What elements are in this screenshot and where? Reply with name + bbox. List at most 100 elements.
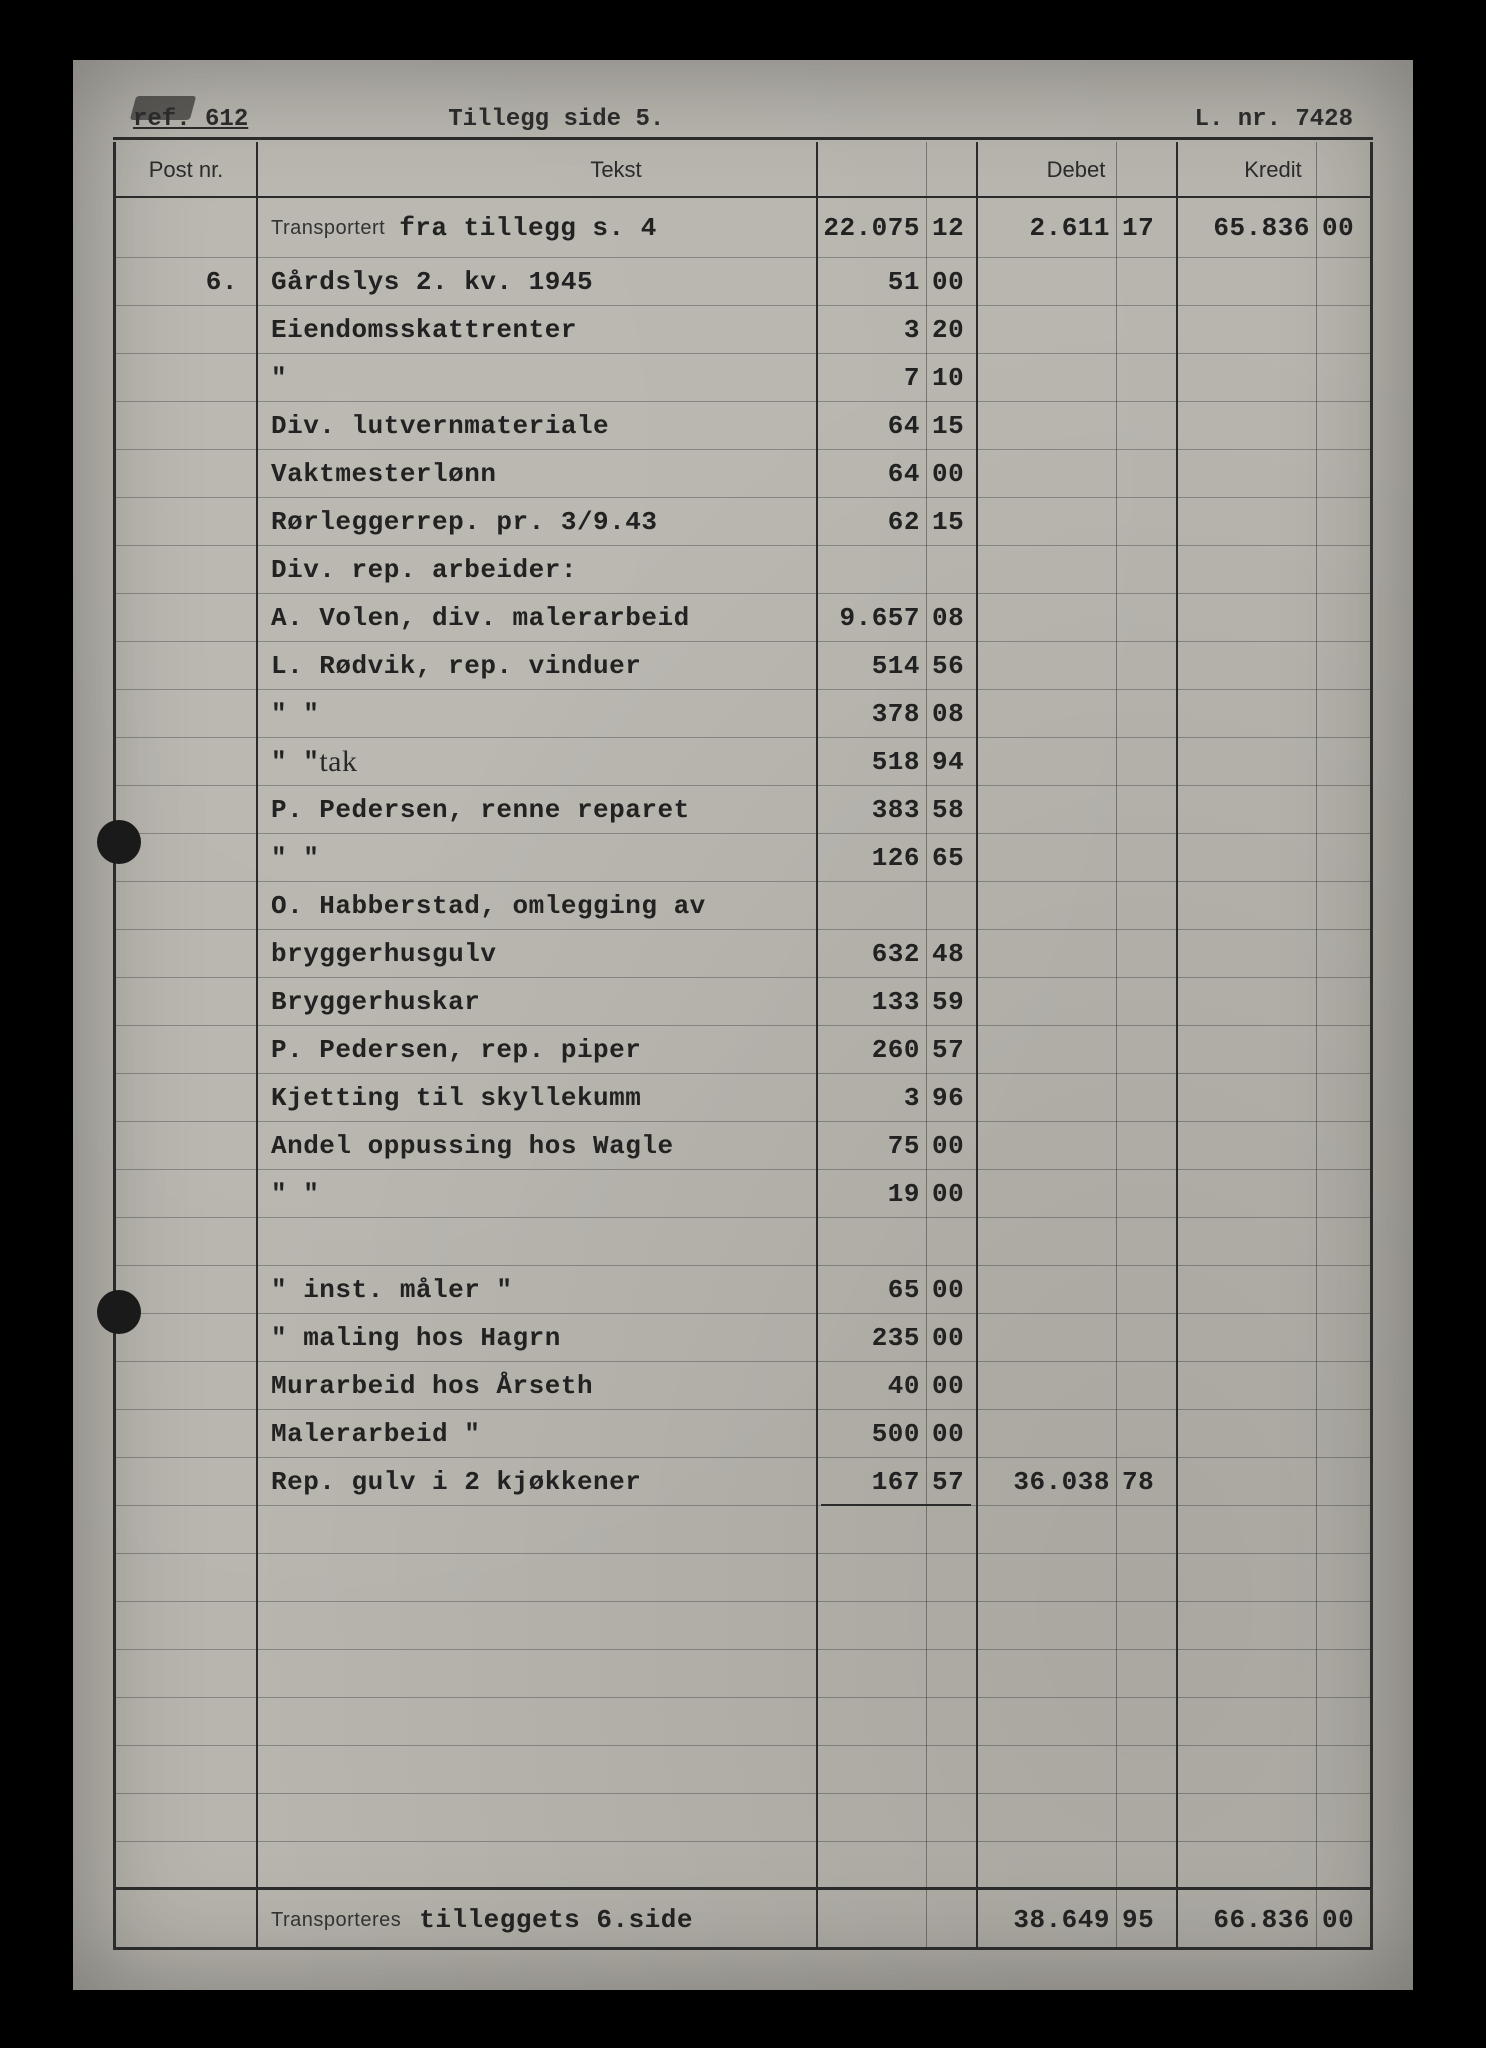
debet-int: 2.611 <box>976 198 1116 258</box>
table-row: P. Pedersen, renne reparet38358 <box>116 786 1370 834</box>
amount-dec: 10 <box>926 354 976 402</box>
table-row <box>116 1842 1370 1890</box>
header-title: Tillegg side 5. <box>448 106 1194 133</box>
tekst: Malerarbeid " <box>271 1410 811 1458</box>
table-row: Rep. gulv i 2 kjøkkener1675736.03878 <box>116 1458 1370 1506</box>
amount-int: 22.075 <box>816 198 926 258</box>
amount-int: 51 <box>816 258 926 306</box>
amount-dec: 59 <box>926 978 976 1026</box>
transport-out-label: Transporteres <box>271 1909 401 1932</box>
amount-int: 3 <box>816 1074 926 1122</box>
amount-dec: 57 <box>926 1458 976 1506</box>
transport-in-text: fra tillegg s. 4 <box>399 213 657 243</box>
tekst: Andel oppussing hos Wagle <box>271 1122 811 1170</box>
tekst: O. Habberstad, omlegging av <box>271 882 811 930</box>
amount-dec: 94 <box>926 738 976 786</box>
tekst <box>271 1698 811 1746</box>
table-row: Eiendomsskattrenter320 <box>116 306 1370 354</box>
amount-dec: 15 <box>926 402 976 450</box>
amount-int: 7 <box>816 354 926 402</box>
table-row: P. Pedersen, rep. piper26057 <box>116 1026 1370 1074</box>
table-row <box>116 1650 1370 1698</box>
tekst: " " <box>271 834 811 882</box>
table-row: Div. rep. arbeider: <box>116 546 1370 594</box>
amount-int: 75 <box>816 1122 926 1170</box>
tekst: Bryggerhuskar <box>271 978 811 1026</box>
tekst: " " <box>271 1170 811 1218</box>
tekst: Rørleggerrep. pr. 3/9.43 <box>271 498 811 546</box>
tekst: A. Volen, div. malerarbeid <box>271 594 811 642</box>
table-row <box>116 1554 1370 1602</box>
foot-debet-dec: 95 <box>1116 1890 1176 1950</box>
col-tekst: Tekst <box>256 142 976 198</box>
tekst <box>271 1650 811 1698</box>
table-head: Post nr. Tekst Debet Kredit <box>116 142 1370 198</box>
amount-int: 133 <box>816 978 926 1026</box>
tekst <box>271 1554 811 1602</box>
amount-dec: 08 <box>926 690 976 738</box>
tekst <box>271 1602 811 1650</box>
header-ref: ref. 612 <box>133 106 248 133</box>
table-row: L. Rødvik, rep. vinduer51456 <box>116 642 1370 690</box>
tekst <box>271 1218 811 1266</box>
debet-dec: 78 <box>1116 1458 1176 1506</box>
amount-int: 19 <box>816 1170 926 1218</box>
tekst <box>271 1794 811 1842</box>
tekst <box>271 1506 811 1554</box>
amount-int: 126 <box>816 834 926 882</box>
table-row: "710 <box>116 354 1370 402</box>
table-row: Kjetting til skyllekumm396 <box>116 1074 1370 1122</box>
tekst: " <box>271 354 811 402</box>
tekst: P. Pedersen, renne reparet <box>271 786 811 834</box>
tekst: " maling hos Hagrn <box>271 1314 811 1362</box>
table-row <box>116 1506 1370 1554</box>
table-row <box>116 1746 1370 1794</box>
header-lnr: L. nr. 7428 <box>1195 106 1353 133</box>
amount-dec: 56 <box>926 642 976 690</box>
tekst: Eiendomsskattrenter <box>271 306 811 354</box>
tekst: Vaktmesterlønn <box>271 450 811 498</box>
amount-dec: 00 <box>926 1410 976 1458</box>
tekst: P. Pedersen, rep. piper <box>271 1026 811 1074</box>
amount-int: 65 <box>816 1266 926 1314</box>
amount-int: 235 <box>816 1314 926 1362</box>
table-row: " maling hos Hagrn23500 <box>116 1314 1370 1362</box>
page-header: ref. 612 Tillegg side 5. L. nr. 7428 <box>113 100 1373 140</box>
tekst: bryggerhusgulv <box>271 930 811 978</box>
table-row: " "37808 <box>116 690 1370 738</box>
amount-dec: 15 <box>926 498 976 546</box>
table-row: " "12665 <box>116 834 1370 882</box>
table-row: bryggerhusgulv63248 <box>116 930 1370 978</box>
table-row: " inst. måler "6500 <box>116 1266 1370 1314</box>
amount-dec: 08 <box>926 594 976 642</box>
tekst: Gårdslys 2. kv. 1945 <box>271 258 811 306</box>
table-row: Vaktmesterlønn6400 <box>116 450 1370 498</box>
amount-dec: 00 <box>926 1122 976 1170</box>
amount-dec: 00 <box>926 1266 976 1314</box>
table-row <box>116 1602 1370 1650</box>
tekst: Div. lutvernmateriale <box>271 402 811 450</box>
tekst: " inst. måler " <box>271 1266 811 1314</box>
kredit-int: 65.836 <box>1176 198 1316 258</box>
amount-dec: 48 <box>926 930 976 978</box>
amount-dec: 00 <box>926 1170 976 1218</box>
tekst: Kjetting til skyllekumm <box>271 1074 811 1122</box>
table-row: " "1900 <box>116 1170 1370 1218</box>
tekst <box>271 1746 811 1794</box>
tekst: Rep. gulv i 2 kjøkkener <box>271 1458 811 1506</box>
tekst: L. Rødvik, rep. vinduer <box>271 642 811 690</box>
kredit-dec: 00 <box>1316 198 1372 258</box>
amount-int: 500 <box>816 1410 926 1458</box>
ledger-table: Post nr. Tekst Debet Kredit Transportert… <box>113 142 1373 1950</box>
amount-dec: 58 <box>926 786 976 834</box>
amount-int: 62 <box>816 498 926 546</box>
tekst: Murarbeid hos Årseth <box>271 1362 811 1410</box>
tekst: " " tak <box>271 738 811 786</box>
amount-int: 383 <box>816 786 926 834</box>
transport-out-text: tilleggets 6.side <box>419 1905 693 1935</box>
table-row <box>116 1794 1370 1842</box>
ledger-page: ref. 612 Tillegg side 5. L. nr. 7428 Pos… <box>73 60 1413 1990</box>
table-row: 6.Gårdslys 2. kv. 19455100 <box>116 258 1370 306</box>
amount-int: 378 <box>816 690 926 738</box>
transport-out-row: Transporteres tilleggets 6.side 38.649 9… <box>116 1887 1370 1947</box>
